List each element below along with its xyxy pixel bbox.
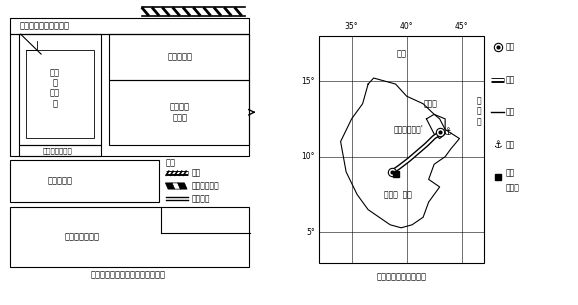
Text: 其他加工工业区: 其他加工工业区 bbox=[43, 147, 72, 154]
Text: 10°: 10° bbox=[302, 152, 315, 161]
Text: 行政服务及商品展示区: 行政服务及商品展示区 bbox=[20, 22, 69, 30]
Text: 国界: 国界 bbox=[506, 108, 515, 117]
Bar bbox=[318, 36, 484, 263]
Text: 建材工业区: 建材工业区 bbox=[167, 52, 192, 61]
Polygon shape bbox=[172, 183, 181, 189]
Text: 东方: 东方 bbox=[506, 169, 515, 178]
Text: 图例: 图例 bbox=[166, 159, 176, 168]
Text: 埃塞俄  比亚: 埃塞俄 比亚 bbox=[384, 190, 412, 199]
Text: 东方工业园功能区规划结构示意图: 东方工业园功能区规划结构示意图 bbox=[91, 271, 165, 280]
Text: 生活
及
绿化
区: 生活 及 绿化 区 bbox=[50, 68, 60, 108]
Text: 铁路: 铁路 bbox=[506, 75, 515, 84]
Bar bbox=[20, 145, 101, 156]
Bar bbox=[10, 160, 160, 202]
Text: 亚的斯亚贝巴': 亚的斯亚贝巴' bbox=[394, 124, 424, 133]
Text: 吉布提: 吉布提 bbox=[424, 99, 438, 108]
Text: 钢铁冶金
工业区: 钢铁冶金 工业区 bbox=[169, 102, 190, 122]
Polygon shape bbox=[165, 183, 175, 189]
Text: ⚓: ⚓ bbox=[493, 140, 502, 150]
Bar bbox=[109, 80, 249, 145]
Bar bbox=[26, 50, 94, 138]
Text: 机电工业区: 机电工业区 bbox=[47, 176, 73, 185]
Bar bbox=[109, 34, 249, 80]
Text: 港口: 港口 bbox=[506, 140, 515, 149]
Text: ⚓: ⚓ bbox=[443, 127, 451, 138]
Text: 东方工业园位置示意图: 东方工业园位置示意图 bbox=[376, 272, 426, 281]
Text: 亚
丁
湾: 亚 丁 湾 bbox=[477, 96, 481, 126]
Text: 主干道路: 主干道路 bbox=[192, 194, 210, 203]
Text: 5°: 5° bbox=[306, 228, 315, 237]
Text: 铁路货运站场: 铁路货运站场 bbox=[192, 181, 220, 191]
Bar bbox=[10, 18, 249, 34]
Polygon shape bbox=[177, 183, 187, 189]
Bar bbox=[20, 34, 101, 145]
Bar bbox=[10, 207, 249, 267]
Text: 首都: 首都 bbox=[506, 42, 515, 52]
Text: 红海: 红海 bbox=[396, 49, 406, 58]
Text: 铁路: 铁路 bbox=[192, 169, 201, 178]
Bar bbox=[10, 34, 249, 156]
Text: 工业园: 工业园 bbox=[506, 183, 520, 192]
Text: 钢铁冶金工业区: 钢铁冶金工业区 bbox=[64, 232, 99, 242]
Text: 35°: 35° bbox=[345, 22, 358, 31]
Text: 40°: 40° bbox=[400, 22, 413, 31]
Text: 15°: 15° bbox=[302, 77, 315, 86]
Text: 45°: 45° bbox=[455, 22, 469, 31]
